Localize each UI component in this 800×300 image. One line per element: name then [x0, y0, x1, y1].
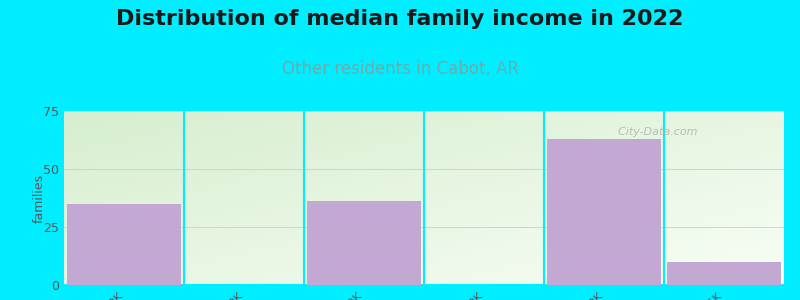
Bar	[667, 262, 781, 285]
Bar	[67, 204, 181, 285]
Bar	[547, 139, 661, 285]
Text: City-Data.com: City-Data.com	[611, 127, 698, 137]
Y-axis label: families: families	[33, 173, 46, 223]
Text: Distribution of median family income in 2022: Distribution of median family income in …	[116, 9, 684, 29]
Text: Other residents in Cabot, AR: Other residents in Cabot, AR	[282, 60, 518, 78]
Bar	[307, 202, 421, 285]
